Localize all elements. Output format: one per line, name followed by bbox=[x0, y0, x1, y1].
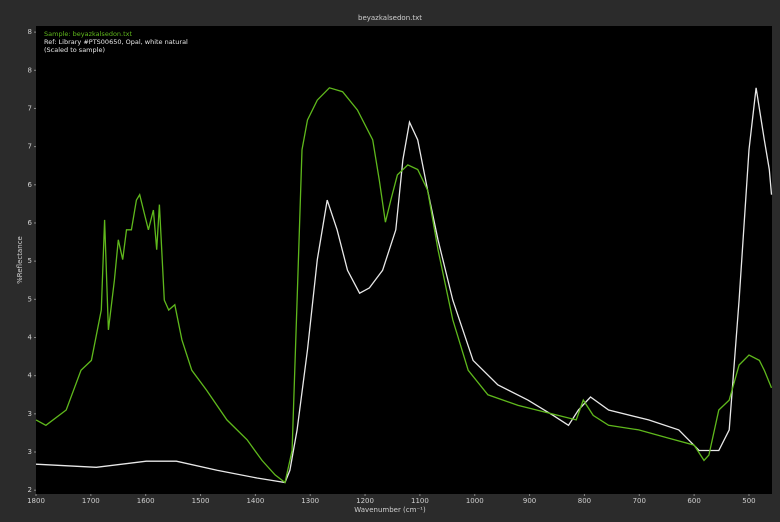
y-tick-label: 5 bbox=[28, 257, 32, 265]
x-tick-label: 1800 bbox=[27, 497, 45, 505]
x-tick-label: 1000 bbox=[466, 497, 484, 505]
y-tick-label: 7 bbox=[28, 104, 32, 112]
x-tick-label: 1100 bbox=[411, 497, 429, 505]
y-tick-label: 7 bbox=[28, 143, 32, 151]
x-tick-label: 1600 bbox=[137, 497, 155, 505]
y-tick-label: 4 bbox=[28, 333, 33, 341]
x-tick-label: 800 bbox=[578, 497, 591, 505]
y-tick-label: 5 bbox=[28, 295, 32, 303]
legend-entry: Ref: Library #PTS00650, Opal, white natu… bbox=[44, 38, 188, 54]
x-tick-label: 1200 bbox=[356, 497, 374, 505]
x-axis-label: Wavenumber (cm⁻¹) bbox=[354, 506, 426, 514]
x-tick-label: 1400 bbox=[246, 497, 264, 505]
x-tick-label: 700 bbox=[633, 497, 646, 505]
spectrum-line bbox=[35, 87, 773, 484]
y-tick-label: 6 bbox=[28, 181, 33, 189]
chart-title: beyazkalsedon.txt bbox=[358, 14, 422, 22]
y-tick-label: 3 bbox=[28, 410, 32, 418]
x-tick-label: 1300 bbox=[301, 497, 319, 505]
x-tick-label: 900 bbox=[523, 497, 536, 505]
x-tick-label: 500 bbox=[742, 497, 755, 505]
x-tick-label: 1700 bbox=[82, 497, 100, 505]
y-axis-label: %Reflectance bbox=[16, 236, 24, 284]
x-tick-label: 600 bbox=[687, 497, 700, 505]
legend-entry: Sample: beyazkalsedon.txt bbox=[44, 30, 133, 38]
x-tick-label: 1500 bbox=[192, 497, 210, 505]
y-tick-label: 8 bbox=[28, 66, 32, 74]
y-tick-label: 3 bbox=[28, 448, 32, 456]
plot-area bbox=[36, 26, 772, 494]
y-tick-label: 2 bbox=[28, 486, 32, 494]
y-tick-label: 6 bbox=[28, 219, 33, 227]
y-tick-label: 8 bbox=[28, 28, 32, 36]
y-tick-label: 4 bbox=[28, 372, 33, 380]
